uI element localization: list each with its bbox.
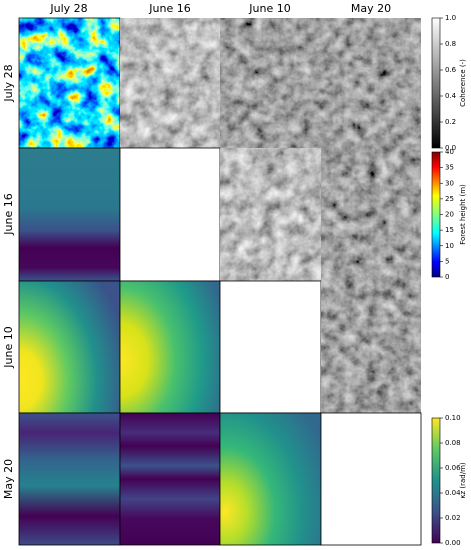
colorbar	[431, 17, 441, 149]
coherence-map	[320, 17, 422, 149]
colorbar-tick-label: 0.2	[445, 118, 456, 126]
empty-panel	[119, 147, 221, 282]
kz-map	[119, 280, 221, 414]
empty-panel	[219, 280, 322, 414]
colorbar	[431, 417, 441, 544]
kz-map	[119, 412, 221, 546]
colorbar-tick-label: 40	[445, 148, 454, 156]
colorbar-tick-label: 15	[445, 226, 454, 234]
kz-map	[18, 147, 121, 282]
column-label: June 10	[248, 2, 290, 15]
colorbar-tick-label: 35	[445, 164, 454, 172]
colorbar-tick-label: 0.8	[445, 40, 456, 48]
coherence-map	[320, 280, 422, 414]
colorbar-tick-label: 1.0	[445, 14, 456, 22]
panels	[18, 17, 422, 546]
colorbar-tick-label: 0.08	[445, 439, 461, 447]
colorbar-tick-label: 0.4	[445, 92, 457, 100]
row-label: July 28	[2, 64, 15, 102]
colorbar-tick-label: 0.04	[445, 489, 461, 497]
coherence-map	[219, 147, 322, 282]
colorbar-tick-label: 10	[445, 242, 454, 250]
height-map	[18, 17, 121, 149]
kz-map	[219, 412, 322, 546]
colorbar-tick-label: 0.06	[445, 464, 461, 472]
colorbar-tick-label: 30	[445, 179, 454, 187]
colorbar-tick-label: 0.02	[445, 514, 461, 522]
coherence-map	[320, 147, 422, 282]
colorbar-tick-label: 0	[445, 273, 449, 281]
coherence-map	[119, 17, 221, 149]
colorbar-label: Forest height (m)	[459, 184, 467, 245]
column-label: June 16	[148, 2, 190, 15]
row-label: May 20	[2, 459, 15, 499]
column-label: July 28	[49, 2, 87, 15]
kz-map	[18, 412, 121, 546]
colorbar-label: κz (rad/m)	[459, 462, 467, 499]
column-label: May 20	[351, 2, 391, 15]
colorbar-tick-label: 0.00	[445, 539, 461, 547]
colorbar-tick-label: 20	[445, 211, 454, 219]
colorbar-tick-label: 25	[445, 195, 454, 203]
colorbar	[431, 151, 441, 278]
row-label: June 10	[2, 326, 15, 368]
colorbar-label: Coherence (-)	[459, 59, 467, 107]
empty-panel	[320, 412, 422, 546]
colorbar-tick-label: 0.10	[445, 414, 461, 422]
coherence-map	[219, 17, 322, 149]
colorbar-tick-label: 5	[445, 257, 449, 265]
colorbar-tick-label: 0.6	[445, 66, 457, 74]
colorbar-tick-label: 0.0	[445, 144, 456, 152]
kz-map	[18, 280, 121, 414]
row-label: June 16	[2, 193, 15, 235]
